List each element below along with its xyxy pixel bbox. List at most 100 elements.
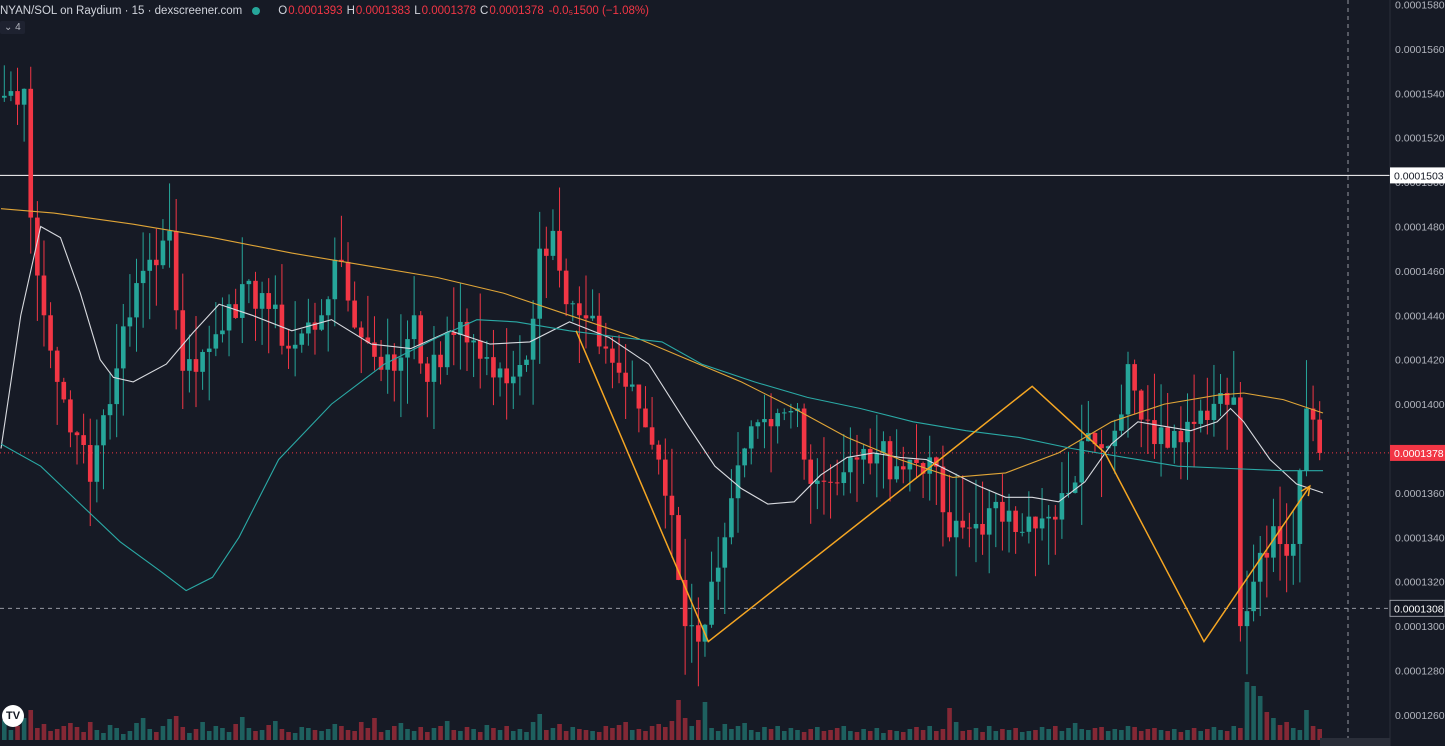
- volume-bar: [1277, 725, 1283, 740]
- candle-body: [107, 404, 113, 416]
- volume-bar: [458, 731, 463, 740]
- candle-body: [762, 419, 767, 423]
- candle-body: [1013, 510, 1018, 532]
- volume-bar: [828, 730, 833, 740]
- volume-bar: [1284, 722, 1289, 740]
- volume-bar: [1257, 696, 1263, 740]
- volume-bar: [1079, 729, 1085, 740]
- volume-bar: [596, 732, 602, 740]
- volume-bar: [1165, 731, 1170, 740]
- volume-bar: [848, 731, 853, 740]
- y-tick-label: 0.0001480: [1395, 221, 1445, 233]
- zigzag-drawing[interactable]: [575, 330, 1311, 644]
- y-tick-label: 0.0001440: [1395, 310, 1445, 322]
- volume-bar: [101, 733, 106, 740]
- volume-bar: [973, 728, 979, 740]
- volume-bar: [689, 726, 695, 740]
- volume-bar: [557, 724, 562, 740]
- candle-body: [325, 299, 331, 316]
- candle-body: [914, 459, 919, 464]
- candle-body: [497, 368, 503, 378]
- candle-body: [28, 88, 34, 218]
- candle-body: [947, 512, 952, 538]
- candle-body: [841, 472, 847, 484]
- candle-body: [35, 217, 40, 276]
- volume-bar: [206, 731, 212, 740]
- volume-bar: [920, 730, 926, 740]
- y-tick-label: 0.0001340: [1395, 532, 1445, 544]
- symbol-title[interactable]: NYAN/SOL on Raydium · 15 · dexscreener.c…: [0, 5, 243, 17]
- volume-bar: [808, 729, 814, 740]
- volume-bar: [1052, 726, 1058, 740]
- volume-bar: [1145, 729, 1151, 740]
- volume-bar: [292, 733, 298, 740]
- close-value: 0.0001378: [489, 5, 544, 17]
- candle-body: [808, 459, 814, 484]
- volume-bar: [1310, 726, 1316, 740]
- candle-body: [332, 259, 338, 300]
- volume-bar: [544, 730, 549, 740]
- indicator-toggle[interactable]: ⌄ 4: [0, 21, 25, 34]
- volume-bar: [147, 729, 153, 740]
- candle-body: [986, 508, 992, 535]
- volume-bar: [649, 726, 655, 740]
- candle-body: [577, 303, 582, 316]
- volume-bar: [1132, 727, 1137, 740]
- volume-bar: [993, 731, 999, 740]
- volume-bar: [1271, 718, 1276, 740]
- moving-average-line-3: [0, 319, 1323, 592]
- candle-body: [173, 230, 179, 311]
- volume-bar: [160, 726, 166, 740]
- candle-body: [867, 448, 873, 464]
- volume-bar: [1191, 728, 1197, 740]
- candle-body: [742, 448, 747, 466]
- volume-bar: [1039, 727, 1045, 740]
- volume-bar: [28, 710, 34, 740]
- volume-bar: [815, 727, 820, 740]
- y-tick-label: 0.0001280: [1395, 666, 1445, 678]
- volume-bar: [1072, 723, 1078, 740]
- volume-bar: [21, 718, 27, 740]
- y-tick-label: 0.0001560: [1395, 44, 1445, 56]
- tradingview-logo-icon[interactable]: TV: [2, 705, 24, 727]
- candle-body: [663, 459, 668, 496]
- candle-body: [696, 625, 701, 642]
- y-tick-label: 0.0001420: [1395, 355, 1445, 367]
- candle-body: [273, 304, 278, 309]
- volume-bar: [74, 727, 80, 740]
- candle-body: [226, 304, 232, 331]
- volume-bar: [504, 726, 509, 740]
- price-tag-label: 0.0001503: [1394, 170, 1444, 182]
- candle-body: [993, 501, 999, 509]
- moving-average-line-2: [0, 208, 1324, 478]
- candle-body: [649, 427, 655, 445]
- candle-body: [960, 520, 966, 528]
- volume-bar: [1086, 730, 1091, 740]
- candle-body: [927, 457, 933, 474]
- candle-body: [1099, 444, 1104, 449]
- price-axis[interactable]: [1390, 0, 1445, 746]
- volume-bar: [319, 731, 324, 740]
- candle-body: [372, 342, 377, 357]
- volume-bar: [821, 731, 827, 740]
- volume-bar: [68, 723, 73, 740]
- volume-bar: [345, 730, 351, 740]
- price-tag: [1390, 167, 1445, 184]
- y-tick-label: 0.0001320: [1395, 577, 1445, 589]
- candle-body: [676, 515, 681, 580]
- volume-bar: [94, 730, 100, 740]
- candle-body: [54, 350, 60, 382]
- candle-body: [127, 317, 133, 327]
- volume-bar: [894, 731, 899, 740]
- volume-bar: [226, 732, 232, 740]
- candle-body: [352, 300, 357, 328]
- volume-bar: [451, 730, 457, 740]
- volume-bar: [173, 716, 179, 740]
- candle-body: [464, 321, 470, 343]
- volume-bar: [702, 702, 708, 740]
- volume-bar: [1000, 729, 1005, 740]
- candle-body: [167, 230, 172, 241]
- volume-bar: [120, 734, 126, 740]
- volume-bar: [610, 728, 615, 740]
